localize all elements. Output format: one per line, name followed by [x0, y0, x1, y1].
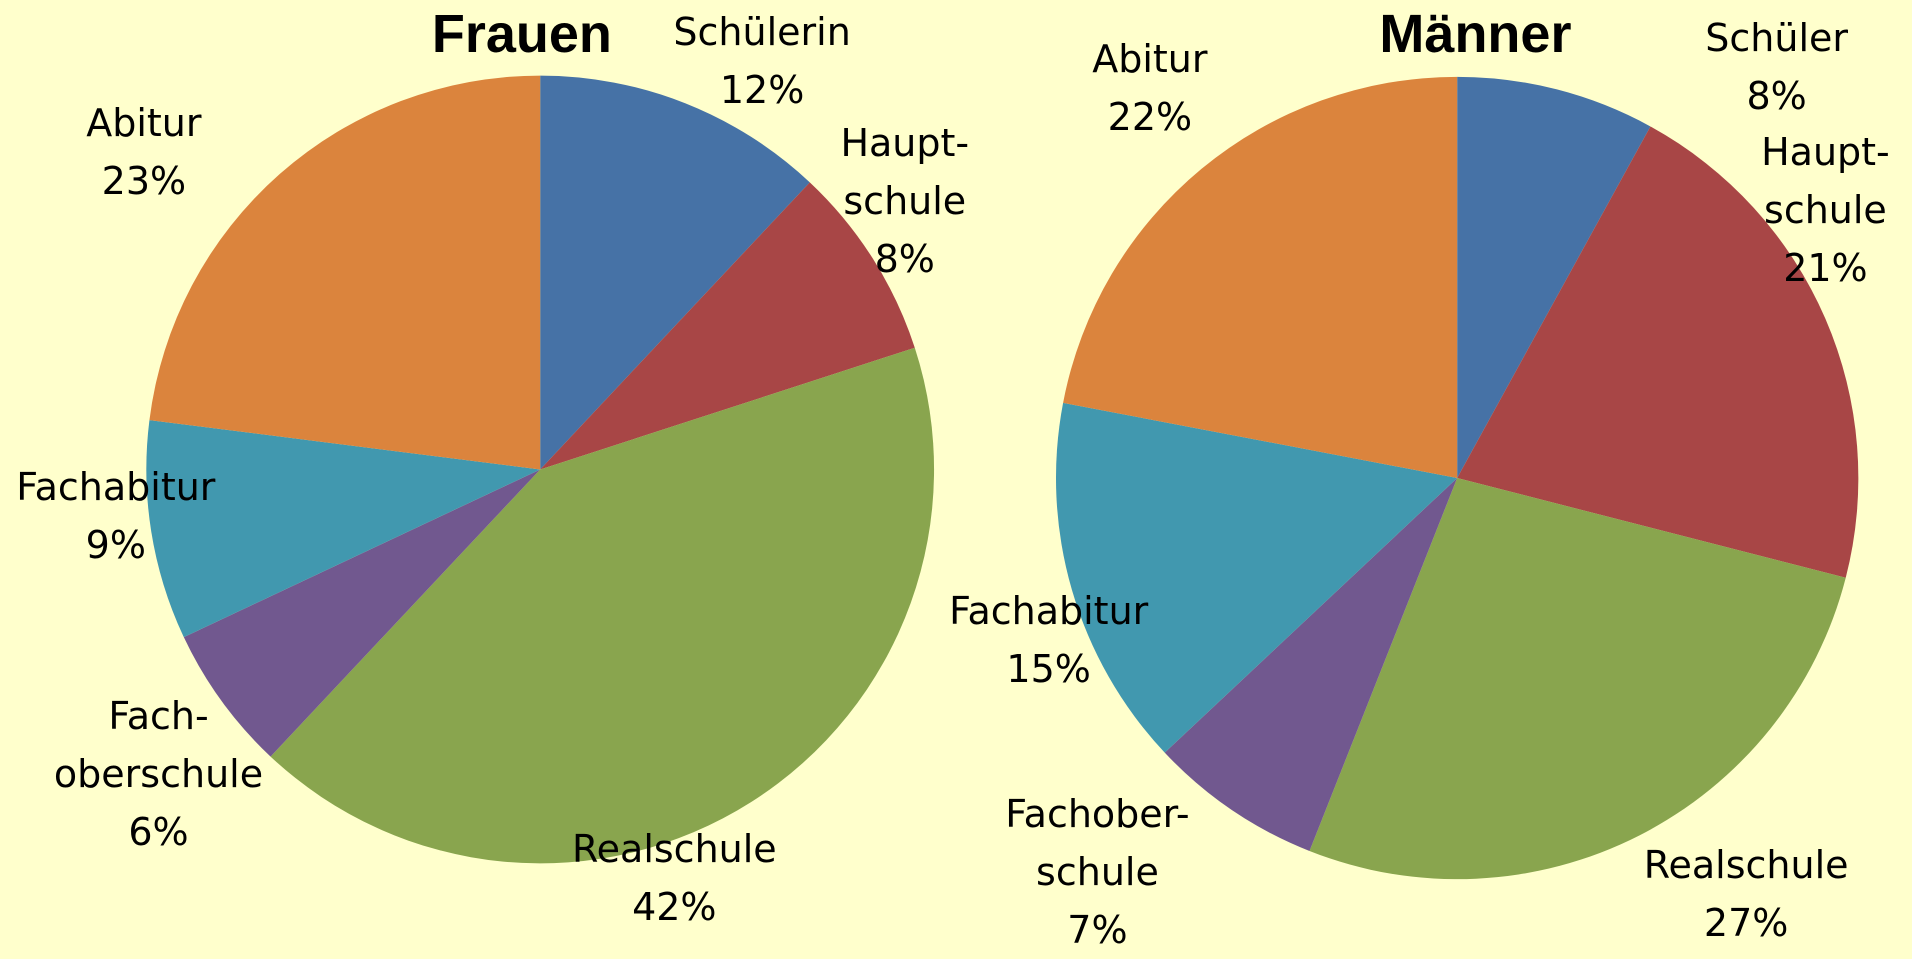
category-label: Fachabitur: [949, 589, 1149, 634]
category-label: Fachober- schule: [1005, 791, 1190, 894]
pie-slice: [1055, 402, 1458, 753]
pie-slice: [270, 347, 935, 864]
value-label: 42%: [632, 884, 717, 929]
category-label: Haupt- schule: [840, 121, 970, 224]
value-label: 15%: [1006, 647, 1091, 692]
category-label: Fachabitur: [16, 464, 216, 509]
data-label: Fachober- schule 7%: [1005, 785, 1189, 959]
category-label: Haupt- schule: [1761, 129, 1890, 232]
data-label: Haupt- schule 21%: [1761, 123, 1890, 297]
chart-title: Männer: [1379, 4, 1572, 65]
category-label: Realschule: [571, 826, 777, 871]
category-label: Fach- oberschule: [53, 694, 264, 797]
data-label: Fach- oberschule 6%: [54, 687, 263, 861]
pie-slice: [540, 182, 915, 470]
data-label: Abitur 23%: [86, 94, 201, 210]
data-label: Schülerin 12%: [673, 3, 850, 119]
pie-slice: [183, 469, 541, 757]
value-label: 21%: [1783, 245, 1868, 290]
category-label: Abitur: [1092, 36, 1208, 81]
data-label: Haupt- schule 8%: [840, 114, 969, 288]
pie-slice: [1063, 76, 1458, 479]
pie-slice: [1164, 478, 1458, 852]
data-label: Realschule 27%: [1644, 836, 1849, 952]
data-label: Abitur 22%: [1092, 30, 1207, 146]
pie-slice: [1309, 478, 1846, 880]
pie-slice: [1457, 126, 1859, 578]
category-label: Abitur: [86, 101, 202, 146]
value-label: 22%: [1107, 94, 1193, 139]
pie-slice: [149, 75, 541, 470]
value-label: 9%: [85, 522, 146, 567]
value-label: 12%: [719, 67, 805, 112]
data-label: Schüler 8%: [1705, 9, 1848, 125]
pie-slice: [146, 420, 541, 638]
pie-slice: [540, 75, 810, 470]
value-label: 8%: [1746, 74, 1807, 119]
value-label: 23%: [101, 159, 187, 204]
data-label: Fachabitur 15%: [949, 582, 1148, 698]
value-label: 27%: [1703, 900, 1789, 945]
category-label: Schülerin: [673, 9, 851, 54]
category-label: Schüler: [1705, 16, 1849, 61]
chart-title: Frauen: [431, 4, 612, 65]
data-label: Fachabitur 9%: [16, 458, 215, 574]
value-label: 6%: [128, 810, 189, 855]
pie-slice: [1457, 76, 1651, 479]
category-label: Realschule: [1643, 842, 1849, 887]
data-label: Realschule 42%: [572, 820, 777, 936]
value-label: 8%: [874, 237, 935, 282]
value-label: 7%: [1067, 907, 1128, 952]
